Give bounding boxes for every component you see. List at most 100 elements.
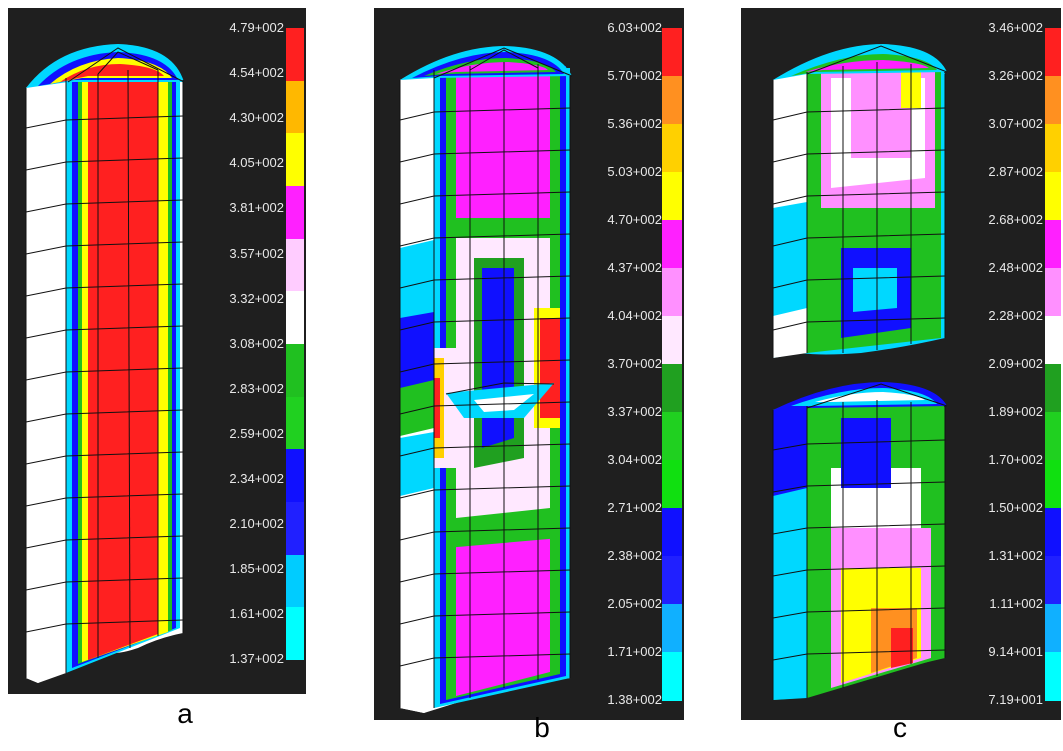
scale-label: 3.46+002: [988, 20, 1043, 35]
scale-label: 3.32+002: [229, 290, 284, 306]
scale-label: 2.38+002: [607, 548, 662, 563]
scale-swatch: [1045, 364, 1061, 413]
scale-label: 5.03+002: [607, 164, 662, 179]
scale-label: 2.71+002: [607, 500, 662, 515]
scale-swatch: [1045, 28, 1061, 77]
scale-label: 4.30+002: [229, 110, 284, 126]
scale-swatch: [1045, 172, 1061, 221]
scale-label: 2.68+002: [988, 212, 1043, 227]
scale-label: 4.70+002: [607, 212, 662, 227]
panel-b: 6.03+002 5.70+002 5.36+002 5.03+002 4.70+002…: [374, 8, 684, 720]
panel-a: 4.79+002 4.54+002 4.30+002 4.05+002 3.81+002…: [8, 8, 306, 694]
scale-swatch: [286, 291, 304, 345]
stress-contour-c: [772, 44, 948, 700]
stress-contour-a: [25, 44, 185, 683]
scale-swatch: [1045, 316, 1061, 365]
scale-swatch: [662, 604, 682, 653]
scale-label: 4.79+002: [229, 20, 284, 35]
scale-label: 1.85+002: [229, 561, 284, 577]
scale-swatch: [662, 172, 682, 221]
scale-swatch: [1045, 460, 1061, 509]
scale-swatch: [286, 607, 304, 661]
scale-label: 1.61+002: [229, 606, 284, 622]
scale-label: 2.59+002: [229, 425, 284, 441]
scale-label: 2.10+002: [229, 516, 284, 532]
scale-swatch: [662, 412, 682, 461]
scale-label: 2.28+002: [988, 308, 1043, 323]
scale-label: 2.87+002: [988, 164, 1043, 179]
scale-label: 4.37+002: [607, 260, 662, 275]
scale-swatch: [1045, 124, 1061, 173]
scale-swatch: [1045, 268, 1061, 317]
scale-swatch: [662, 364, 682, 413]
scale-label: 3.81+002: [229, 200, 284, 216]
scale-swatch: [286, 502, 304, 556]
scale-label: 4.05+002: [229, 155, 284, 171]
color-scale-a: 4.79+002 4.54+002 4.30+002 4.05+002 3.81+002…: [198, 8, 306, 694]
scale-swatch: [1045, 508, 1061, 557]
scale-label: 1.70+002: [988, 452, 1043, 467]
scale-swatch: [286, 80, 304, 134]
scale-swatch: [286, 238, 304, 292]
scale-swatch: [662, 652, 682, 701]
scale-swatch: [1045, 604, 1061, 653]
scale-label: 3.08+002: [229, 335, 284, 351]
scale-label: 2.83+002: [229, 380, 284, 396]
scale-label: 1.31+002: [988, 548, 1043, 563]
scale-swatch: [662, 220, 682, 269]
scale-label: 4.04+002: [607, 308, 662, 323]
scale-label: 1.37+002: [229, 651, 284, 667]
scale-label: 3.07+002: [988, 116, 1043, 131]
scale-swatch: [662, 76, 682, 125]
caption-b: b: [534, 712, 550, 743]
caption-c: c: [893, 712, 907, 743]
scale-bar-a: [286, 28, 304, 661]
scale-swatch: [662, 28, 682, 77]
scale-label: 1.89+002: [988, 404, 1043, 419]
scale-label: 2.34+002: [229, 471, 284, 486]
scale-swatch: [662, 268, 682, 317]
color-scale-c: 3.46+002 3.26+002 3.07+002 2.87+002 2.68+002…: [951, 8, 1061, 720]
scale-label: 2.48+002: [988, 260, 1043, 275]
scale-swatch: [662, 460, 682, 509]
scale-swatch: [286, 344, 304, 398]
scale-label: 1.11+002: [989, 596, 1043, 611]
scale-label: 4.54+002: [229, 65, 284, 81]
scale-swatch: [1045, 652, 1061, 701]
scale-swatch: [1045, 220, 1061, 269]
scale-bar-b: [662, 28, 682, 701]
caption-a: a: [177, 698, 193, 729]
scale-label: 5.70+002: [607, 68, 662, 83]
scale-label: 3.57+002: [229, 245, 284, 261]
scale-swatch: [286, 449, 304, 503]
panel-c: 3.46+002 3.26+002 3.07+002 2.87+002 2.68+002…: [741, 8, 1061, 720]
scale-label: 3.70+002: [607, 356, 662, 371]
scale-label: 6.03+002: [607, 20, 662, 35]
color-scale-b: 6.03+002 5.70+002 5.36+002 5.03+002 4.70+002…: [574, 8, 684, 720]
scale-label: 1.71+002: [607, 644, 662, 659]
scale-label: 3.37+002: [607, 404, 662, 419]
scale-swatch: [286, 186, 304, 240]
scale-bar-c: [1045, 28, 1061, 701]
scale-swatch: [286, 28, 304, 82]
scale-swatch: [286, 133, 304, 187]
scale-label: 1.50+002: [988, 500, 1043, 515]
scale-label: 5.36+002: [607, 116, 662, 131]
scale-swatch: [662, 508, 682, 557]
scale-label: 3.04+002: [607, 452, 662, 467]
scale-swatch: [662, 316, 682, 365]
scale-label: 2.09+002: [988, 356, 1043, 371]
scale-swatch: [662, 556, 682, 605]
scale-swatch: [286, 554, 304, 608]
scale-label: 3.26+002: [988, 68, 1043, 83]
scale-label: 2.05+002: [607, 596, 662, 611]
scale-swatch: [662, 124, 682, 173]
scale-swatch: [1045, 556, 1061, 605]
scale-swatch: [1045, 76, 1061, 125]
stress-contour-b: [399, 46, 573, 713]
scale-label: 1.38+002: [607, 692, 662, 707]
scale-label: 9.14+001: [988, 644, 1043, 659]
scale-swatch: [286, 396, 304, 450]
scale-swatch: [1045, 412, 1061, 461]
scale-label: 7.19+001: [988, 692, 1043, 707]
